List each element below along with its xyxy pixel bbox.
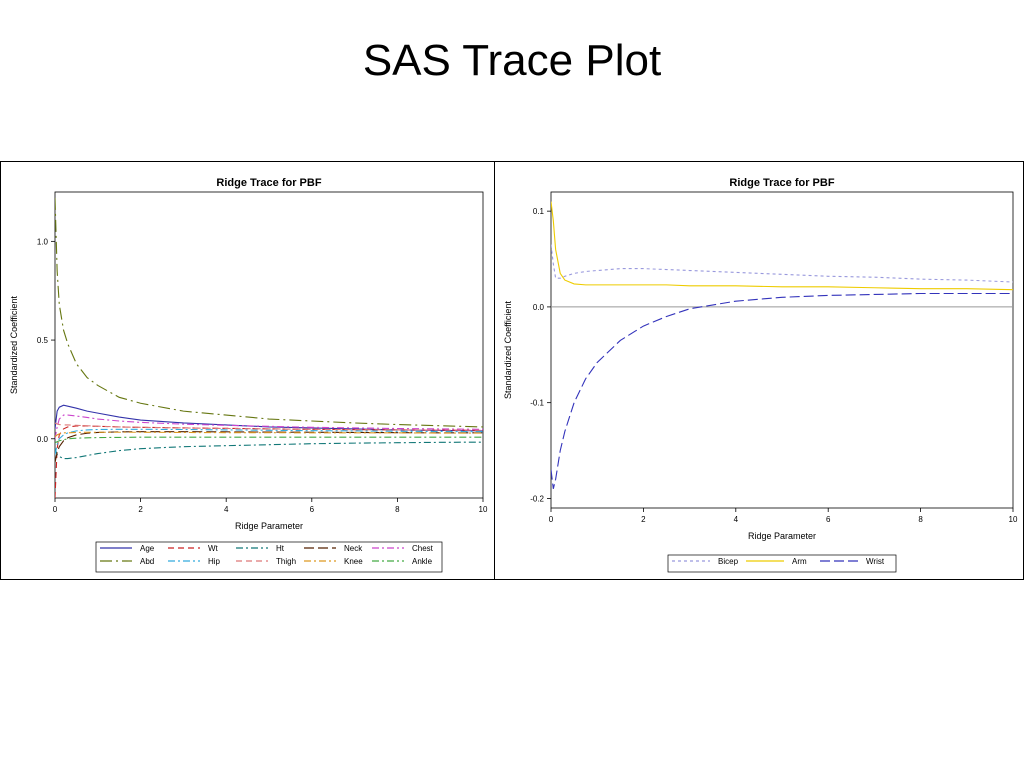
series-group xyxy=(551,201,1013,489)
series-line-wrist xyxy=(551,292,1013,489)
x-tick-label: 4 xyxy=(734,515,739,524)
series-line-neck xyxy=(55,431,483,463)
series-line-abd xyxy=(55,197,483,428)
legend-label-age: Age xyxy=(140,544,155,553)
x-tick-label: 0 xyxy=(53,505,58,514)
y-tick-label: -0.1 xyxy=(530,399,544,408)
legend-label-neck: Neck xyxy=(344,544,363,553)
x-tick-label: 0 xyxy=(549,515,554,524)
legend-label-abd: Abd xyxy=(140,557,154,566)
x-tick-label: 2 xyxy=(138,505,143,514)
legend-box xyxy=(667,554,897,573)
legend-box xyxy=(95,541,443,573)
legend-label-bicep: Bicep xyxy=(718,557,739,566)
legend-label-wrist: Wrist xyxy=(866,557,885,566)
right-chart-panel: Ridge Trace for PBF 0 2 4 6 8 10 -0.2 -0.1 0.0 0.1… xyxy=(494,161,1024,580)
y-tick-label: 0.0 xyxy=(37,435,49,444)
x-tick-label: 10 xyxy=(479,505,488,514)
x-tick-label: 8 xyxy=(918,515,923,524)
y-tick-label: 1.0 xyxy=(37,237,49,246)
legend-label-chest: Chest xyxy=(412,544,434,553)
x-axis-label: Ridge Parameter xyxy=(235,521,303,531)
y-tick-label: 0.1 xyxy=(533,207,545,216)
series-line-thigh xyxy=(55,422,483,431)
series-line-ht xyxy=(55,441,483,460)
y-axis-label: Standardized Coefficient xyxy=(9,296,19,394)
legend-label-ankle: Ankle xyxy=(412,557,433,566)
legend-label-ht: Ht xyxy=(276,544,285,553)
series-line-knee xyxy=(55,431,483,438)
plot-area-frame xyxy=(54,191,484,499)
left-chart-panel: Ridge Trace for PBF 0 2 4 6 8 10 0.0 0.5 1.0 Ridge… xyxy=(0,161,495,580)
legend-label-arm: Arm xyxy=(792,557,807,566)
x-axis-label: Ridge Parameter xyxy=(748,531,816,541)
x-tick-label: 4 xyxy=(224,505,229,514)
x-tick-label: 6 xyxy=(826,515,831,524)
series-group xyxy=(55,197,483,498)
y-tick-label: 0.5 xyxy=(37,336,49,345)
ridge-trace-chart-main: Ridge Trace for PBF 0 2 4 6 8 10 0.0 0.5 1.0 Ridge… xyxy=(9,177,488,573)
chart-title: Ridge Trace for PBF xyxy=(729,177,834,189)
chart-title: Ridge Trace for PBF xyxy=(216,177,321,189)
y-tick-label: -0.2 xyxy=(530,494,544,503)
x-tick-label: 10 xyxy=(1009,515,1018,524)
ridge-trace-chart-arm-measures: Ridge Trace for PBF 0 2 4 6 8 10 -0.2 -0.1 0.0 0.1… xyxy=(503,177,1018,573)
series-line-age xyxy=(55,404,483,432)
y-axis-label: Standardized Coefficient xyxy=(503,301,513,399)
legend-label-knee: Knee xyxy=(344,557,363,566)
x-tick-label: 2 xyxy=(641,515,646,524)
series-line-arm xyxy=(551,201,1013,291)
series-line-hip xyxy=(55,428,483,455)
legend-label-wt: Wt xyxy=(208,544,219,553)
y-tick-label: 0.0 xyxy=(533,303,545,312)
plot-area-frame xyxy=(550,191,1014,509)
x-tick-label: 8 xyxy=(395,505,400,514)
series-line-bicep xyxy=(551,244,1013,283)
legend-label-thigh: Thigh xyxy=(276,557,296,566)
legend-label-hip: Hip xyxy=(208,557,221,566)
series-line-chest xyxy=(55,414,483,439)
series-line-ankle xyxy=(55,436,483,444)
slide-title: SAS Trace Plot xyxy=(362,36,662,85)
x-tick-label: 6 xyxy=(310,505,315,514)
chart-panels: Ridge Trace for PBF 0 2 4 6 8 10 0.0 0.5 1.0 Ridge… xyxy=(0,161,1024,580)
